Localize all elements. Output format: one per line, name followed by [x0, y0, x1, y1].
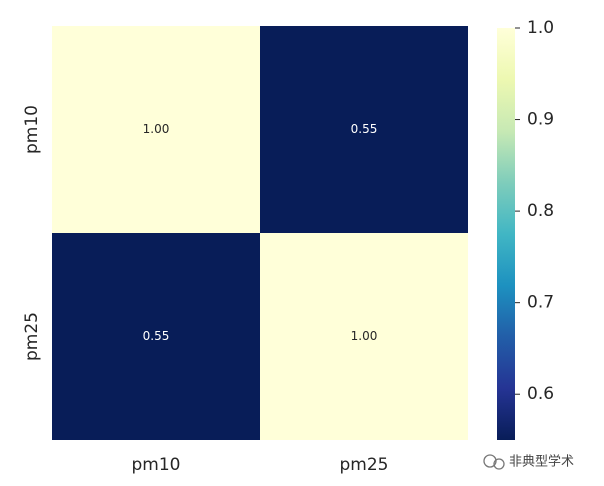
cell-label: 1.00: [143, 122, 170, 136]
x-tick-label: pm10: [132, 455, 181, 475]
heatmap-cell: [260, 233, 468, 440]
colorbar-tick-label: 0.6: [527, 384, 554, 404]
colorbar-tick-label: 1.0: [527, 18, 554, 38]
heatmap-cell: [52, 233, 260, 440]
watermark-text: 非典型学术: [509, 454, 574, 470]
colorbar: [497, 28, 515, 440]
y-tick-label: pm25: [22, 312, 42, 361]
x-tick-label: pm25: [340, 455, 389, 475]
cell-label: 0.55: [351, 122, 378, 136]
cell-label: 1.00: [351, 329, 378, 343]
watermark: 非典型学术: [483, 454, 574, 470]
y-tick-label: pm10: [22, 105, 42, 154]
heatmap-cell: [260, 26, 468, 233]
colorbar-tick-label: 0.9: [527, 110, 554, 130]
colorbar-tick-label: 0.8: [527, 201, 554, 221]
heatmap-cell: [52, 26, 260, 233]
cell-label: 0.55: [143, 329, 170, 343]
colorbar-tick-label: 0.7: [527, 293, 554, 313]
